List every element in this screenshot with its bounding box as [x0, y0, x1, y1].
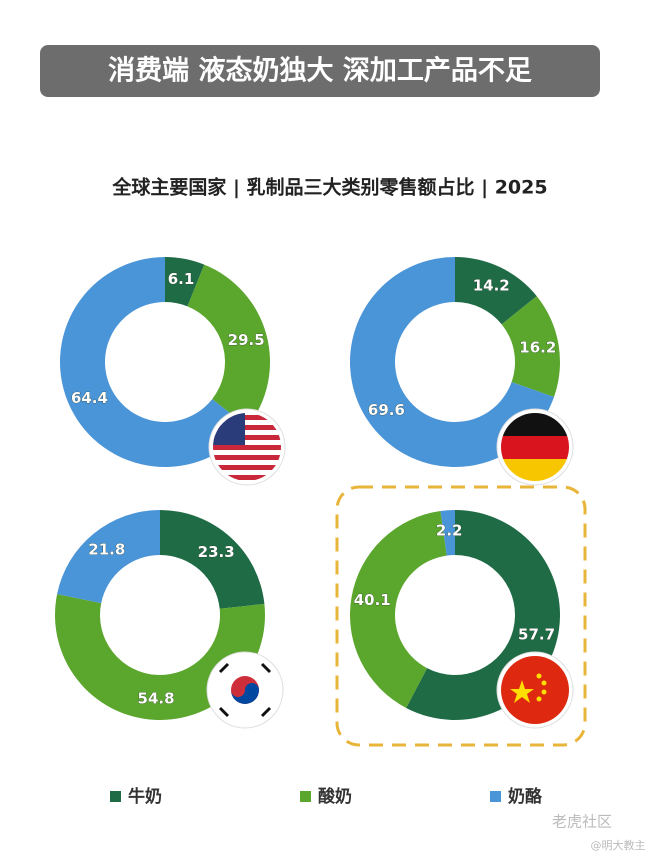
flag-kr [206, 651, 284, 729]
donut-slice [60, 257, 248, 467]
value-label: 69.6 [368, 401, 405, 419]
donut-slice [501, 296, 560, 397]
legend-label: 奶酪 [508, 786, 543, 807]
donut-slice [440, 510, 455, 556]
value-label: 57.7 [518, 626, 555, 644]
donut-slice [349, 511, 447, 708]
value-label: 21.8 [88, 540, 125, 558]
value-label: 2.2 [436, 522, 463, 540]
legend-swatch [110, 791, 121, 802]
flag-de [496, 408, 574, 486]
donut-slice [160, 510, 265, 609]
donut-slice [349, 257, 555, 467]
legend-swatch [300, 791, 311, 802]
legend: 牛奶 酸奶 奶酪 [110, 786, 543, 807]
title-banner [40, 45, 600, 97]
flag-cn [496, 651, 574, 729]
watermark-author: @明大教主 [591, 838, 646, 852]
value-label: 64.4 [71, 389, 108, 407]
legend-swatch [490, 791, 501, 802]
value-label: 6.1 [168, 270, 195, 288]
donuts: 6.1 29.5 64.4 14.2 16.2 69.6 23.3 54.8 21.8 57.7 4… [55, 257, 560, 721]
subtitle: 全球主要国家 | 乳制品三大类别零售额占比 | 2025 [111, 176, 547, 199]
donut-slice [455, 257, 537, 325]
highlight-box [335, 485, 587, 747]
watermark-brand: 老虎社区 [552, 813, 612, 831]
legend-label: 酸奶 [318, 786, 352, 807]
value-label: 40.1 [354, 591, 391, 609]
title: 消费端 液态奶独大 深加工产品不足 [108, 56, 532, 87]
value-label: 29.5 [228, 331, 265, 349]
value-label: 23.3 [198, 543, 235, 561]
value-label: 54.8 [138, 689, 175, 707]
value-label: 14.2 [473, 277, 510, 295]
value-label: 16.2 [519, 338, 556, 356]
donut-slice [165, 257, 205, 307]
donut-slice [187, 264, 270, 427]
legend-label: 牛奶 [128, 786, 162, 807]
flag-us [208, 408, 286, 486]
donut-slice [57, 509, 160, 604]
